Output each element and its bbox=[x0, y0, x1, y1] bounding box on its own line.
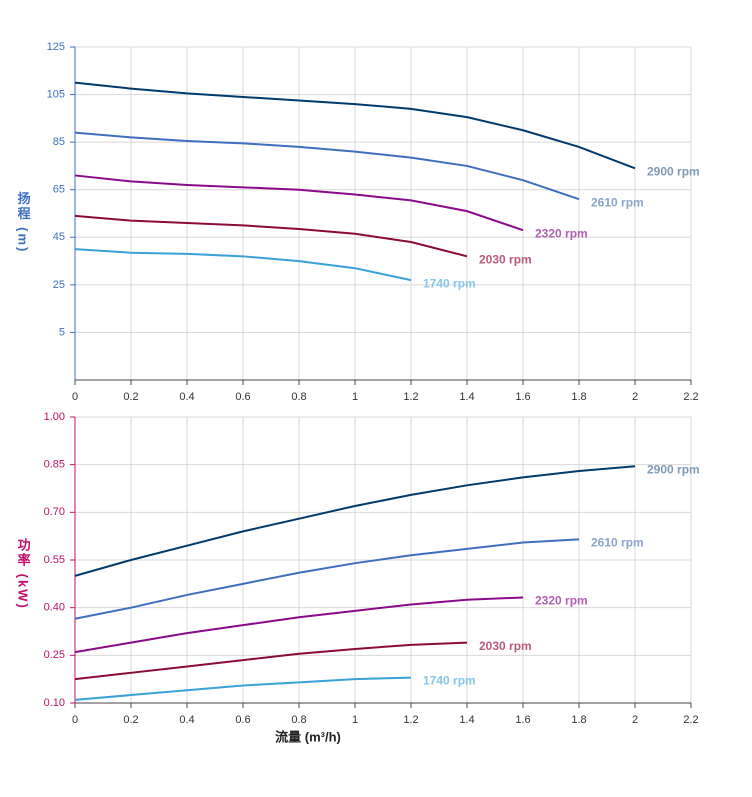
series-line bbox=[74, 81, 636, 170]
x-tick-label: 0.4 bbox=[179, 391, 194, 403]
y-tick-label: 0.10 bbox=[44, 697, 65, 709]
series-label: 2320 rpm bbox=[535, 226, 588, 240]
x-tick-label: 1.6 bbox=[515, 391, 530, 403]
y-tick-label: 0.85 bbox=[44, 459, 65, 471]
y-tick-label: 25 bbox=[53, 279, 65, 291]
y-tick-label: 0.70 bbox=[44, 506, 65, 518]
x-axis-title: 流量 (m³/h) bbox=[275, 729, 341, 744]
x-tick-label: 2 bbox=[632, 714, 638, 726]
x-tick-label: 0.6 bbox=[235, 714, 250, 726]
y-tick-label: 65 bbox=[53, 184, 65, 196]
series-line bbox=[74, 596, 524, 654]
x-tick-label: 0 bbox=[72, 391, 78, 403]
series-label: 2900 rpm bbox=[647, 462, 700, 476]
x-tick-label: 1.4 bbox=[459, 714, 474, 726]
series-label: 2320 rpm bbox=[535, 594, 588, 608]
x-tick-label: 0 bbox=[72, 714, 78, 726]
series-line bbox=[74, 641, 468, 681]
series-label: 1740 rpm bbox=[423, 276, 476, 290]
x-tick-label: 2 bbox=[632, 391, 638, 403]
series-line bbox=[74, 174, 524, 232]
x-tick-label: 0.2 bbox=[123, 714, 138, 726]
series-line bbox=[74, 465, 636, 577]
y-tick-label: 0.25 bbox=[44, 649, 65, 661]
y-tick-label: 1.00 bbox=[44, 411, 65, 423]
y-axis-title: 扬程 (m) bbox=[16, 191, 31, 253]
series-label: 2030 rpm bbox=[479, 252, 532, 266]
series-line bbox=[74, 248, 412, 282]
x-tick-label: 1.2 bbox=[403, 391, 418, 403]
y-tick-label: 5 bbox=[59, 326, 65, 338]
y-axis-title: 功率 (kW) bbox=[16, 538, 31, 610]
x-tick-label: 1.8 bbox=[571, 391, 586, 403]
x-tick-label: 0.8 bbox=[291, 714, 306, 726]
x-tick-label: 1.4 bbox=[459, 391, 474, 403]
x-tick-label: 1 bbox=[352, 391, 358, 403]
x-tick-label: 1.8 bbox=[571, 714, 586, 726]
x-tick-label: 0.2 bbox=[123, 391, 138, 403]
series-label: 2900 rpm bbox=[647, 164, 700, 178]
y-tick-label: 85 bbox=[53, 136, 65, 148]
x-tick-label: 1.2 bbox=[403, 714, 418, 726]
x-tick-label: 0.8 bbox=[291, 391, 306, 403]
y-tick-label: 125 bbox=[47, 41, 65, 53]
y-tick-label: 0.55 bbox=[44, 554, 65, 566]
series-label: 2030 rpm bbox=[479, 639, 532, 653]
x-tick-label: 2.2 bbox=[683, 714, 698, 726]
series-line bbox=[74, 676, 412, 701]
x-tick-label: 1.6 bbox=[515, 714, 530, 726]
series-label: 2610 rpm bbox=[591, 536, 644, 550]
x-tick-label: 2.2 bbox=[683, 391, 698, 403]
series-line bbox=[74, 214, 468, 258]
y-tick-label: 0.40 bbox=[44, 602, 65, 614]
x-tick-label: 0.4 bbox=[179, 714, 194, 726]
series-label: 1740 rpm bbox=[423, 674, 476, 688]
series-label: 2610 rpm bbox=[591, 195, 644, 209]
series-line bbox=[74, 538, 580, 620]
y-tick-label: 105 bbox=[47, 88, 65, 100]
x-tick-label: 0.6 bbox=[235, 391, 250, 403]
y-tick-label: 45 bbox=[53, 231, 65, 243]
series-line bbox=[74, 131, 580, 201]
x-tick-label: 1 bbox=[352, 714, 358, 726]
